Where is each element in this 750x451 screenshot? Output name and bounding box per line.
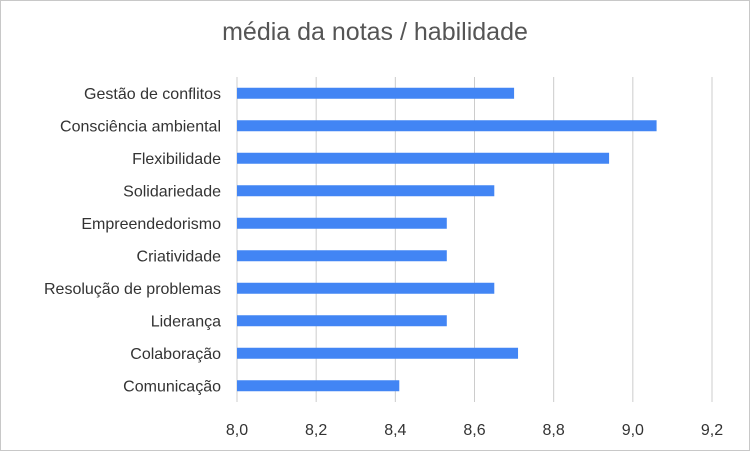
category-label: Resolução de problemas <box>44 281 221 298</box>
category-label: Empreendedorismo <box>81 216 221 233</box>
bar <box>237 87 515 99</box>
bar <box>237 185 495 197</box>
bar <box>237 217 447 229</box>
x-tick-label: 8,0 <box>226 422 248 439</box>
bar <box>237 315 447 327</box>
category-label: Consciência ambiental <box>60 118 221 135</box>
category-label: Gestão de conflitos <box>84 86 221 103</box>
category-label: Flexibilidade <box>132 151 221 168</box>
chart-title: média da notas / habilidade <box>222 18 528 46</box>
bar <box>237 347 519 359</box>
x-tick-label: 8,8 <box>543 422 565 439</box>
bar <box>237 120 657 132</box>
bar <box>237 250 447 262</box>
category-label: Colaboração <box>130 346 221 363</box>
bar <box>237 282 495 294</box>
bar <box>237 152 610 164</box>
bar <box>237 380 400 392</box>
x-tick-labels: 8,0 8,2 8,4 8,6 8,8 9,0 9,2 <box>226 422 723 439</box>
x-tick-label: 9,0 <box>622 422 644 439</box>
category-label: Criatividade <box>137 248 222 265</box>
category-label: Liderança <box>151 313 221 330</box>
category-label: Solidariedade <box>123 183 221 200</box>
x-tick-label: 8,4 <box>384 422 406 439</box>
category-label: Comunicação <box>123 378 221 395</box>
x-tick-label: 8,6 <box>463 422 485 439</box>
x-tick-label: 9,2 <box>701 422 723 439</box>
category-labels: Gestão de conflitos Consciência ambiental… <box>44 86 221 396</box>
bars <box>237 87 657 392</box>
x-tick-label: 8,2 <box>305 422 327 439</box>
